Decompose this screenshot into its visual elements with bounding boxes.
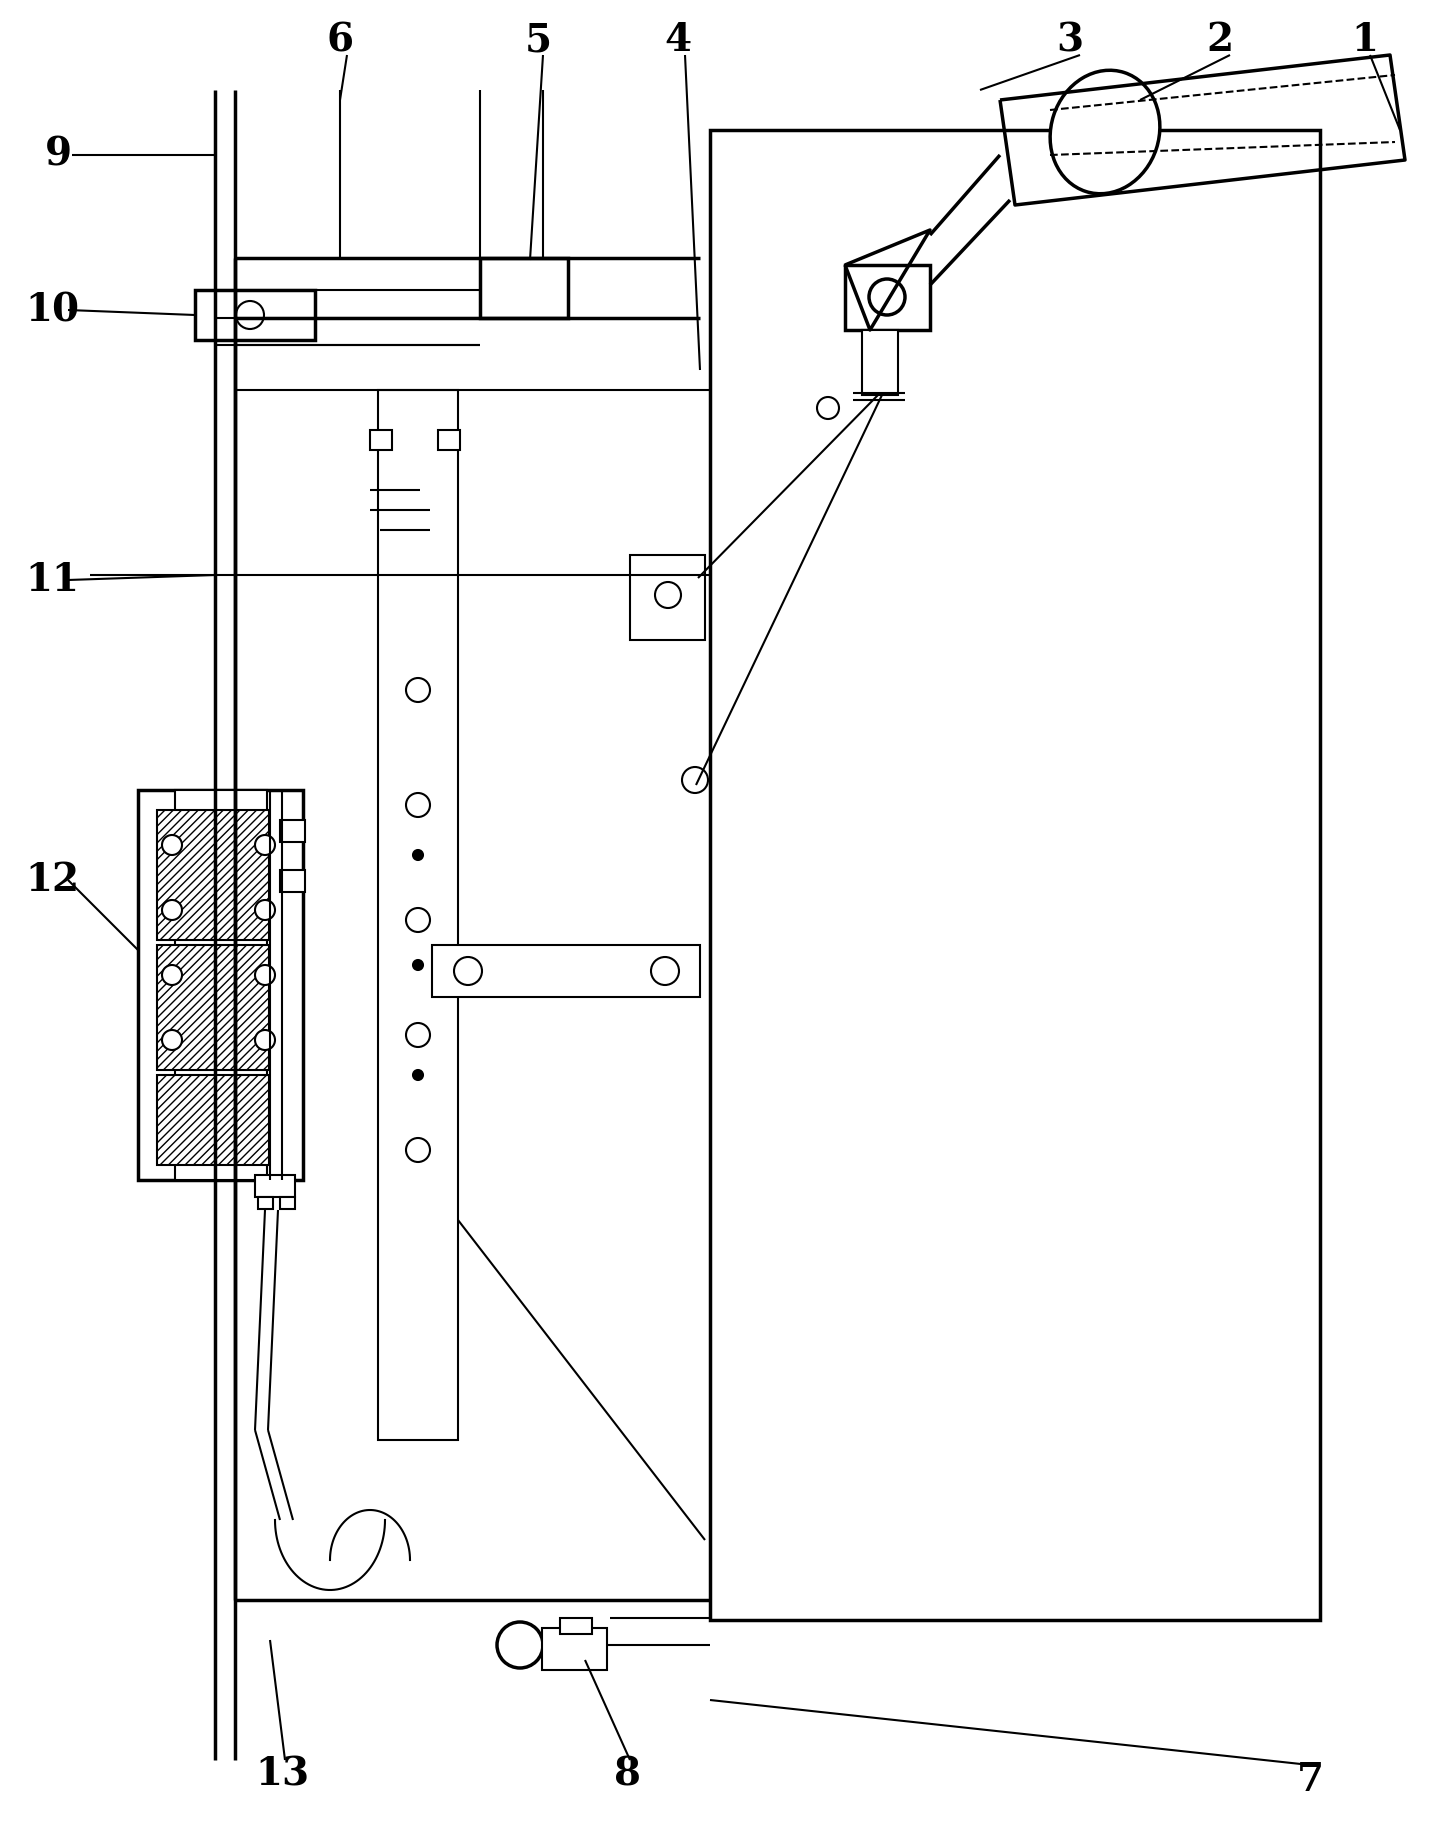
Bar xyxy=(175,790,267,1180)
Bar xyxy=(846,266,930,330)
Circle shape xyxy=(406,909,430,932)
Text: 4: 4 xyxy=(664,22,692,58)
Circle shape xyxy=(236,300,265,330)
Bar xyxy=(280,819,305,841)
Ellipse shape xyxy=(1050,71,1160,193)
Circle shape xyxy=(454,958,482,985)
Circle shape xyxy=(682,767,707,792)
Bar xyxy=(157,810,269,940)
Text: 1: 1 xyxy=(1352,22,1379,58)
Circle shape xyxy=(162,965,183,985)
Bar xyxy=(157,945,269,1071)
Bar xyxy=(559,1619,592,1633)
Text: 12: 12 xyxy=(24,861,79,900)
Bar xyxy=(861,330,897,395)
Bar xyxy=(370,430,393,450)
Text: 8: 8 xyxy=(614,1755,641,1794)
Circle shape xyxy=(406,1023,430,1047)
Bar xyxy=(280,1196,295,1209)
Circle shape xyxy=(255,1031,275,1051)
Circle shape xyxy=(869,279,905,315)
Bar xyxy=(542,1628,607,1670)
Text: 7: 7 xyxy=(1297,1761,1323,1799)
Circle shape xyxy=(654,583,682,608)
Bar xyxy=(138,790,303,1180)
Bar xyxy=(196,290,315,341)
Text: 9: 9 xyxy=(45,137,72,175)
Bar xyxy=(480,259,568,319)
Circle shape xyxy=(162,900,183,920)
Circle shape xyxy=(413,1071,423,1080)
Bar xyxy=(439,430,460,450)
Text: 6: 6 xyxy=(326,22,354,58)
Bar xyxy=(280,870,305,892)
Bar xyxy=(378,390,457,1440)
Text: 10: 10 xyxy=(24,291,79,330)
Circle shape xyxy=(255,836,275,856)
Circle shape xyxy=(162,836,183,856)
Circle shape xyxy=(406,1138,430,1162)
Circle shape xyxy=(255,965,275,985)
Bar xyxy=(710,129,1320,1621)
Bar xyxy=(255,1175,295,1196)
Circle shape xyxy=(406,792,430,818)
Bar xyxy=(257,1196,273,1209)
Text: 11: 11 xyxy=(24,561,79,599)
Circle shape xyxy=(651,958,679,985)
Bar xyxy=(630,555,705,639)
Circle shape xyxy=(498,1623,544,1668)
Bar xyxy=(431,945,700,998)
Circle shape xyxy=(162,1031,183,1051)
Circle shape xyxy=(413,960,423,971)
Circle shape xyxy=(413,850,423,860)
Text: 13: 13 xyxy=(255,1755,309,1794)
Text: 2: 2 xyxy=(1206,22,1234,58)
Bar xyxy=(157,1074,269,1165)
Text: 3: 3 xyxy=(1057,22,1084,58)
Circle shape xyxy=(406,677,430,703)
Circle shape xyxy=(817,397,838,419)
Circle shape xyxy=(255,900,275,920)
Text: 5: 5 xyxy=(525,22,552,58)
